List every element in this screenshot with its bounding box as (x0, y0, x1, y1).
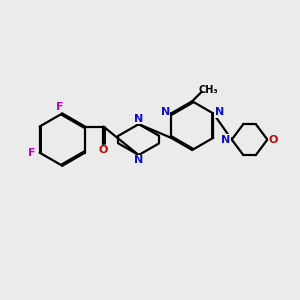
Text: N: N (160, 107, 170, 117)
Text: CH₃: CH₃ (198, 85, 218, 95)
Text: N: N (214, 107, 224, 117)
Text: N: N (134, 155, 143, 165)
Text: F: F (56, 102, 64, 112)
Text: O: O (269, 135, 278, 145)
Text: N: N (134, 114, 143, 124)
Text: N: N (221, 135, 230, 145)
Text: F: F (28, 148, 35, 158)
Text: O: O (99, 145, 108, 155)
